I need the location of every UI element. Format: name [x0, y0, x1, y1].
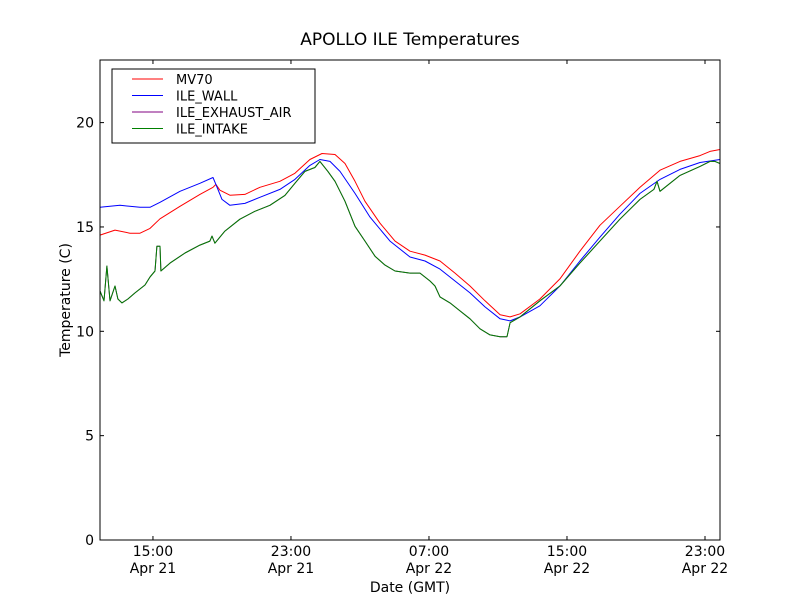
y-axis-label: Temperature (C) — [58, 243, 74, 358]
legend-label: ILE_WALL — [176, 90, 238, 105]
x-tick-label-time: 23:00 — [271, 544, 311, 560]
series-layer — [99, 149, 721, 338]
legend-label: MV70 — [176, 73, 213, 88]
legend-entry: ILE_INTAKE — [132, 123, 248, 138]
x-tick-label-date: Apr 21 — [130, 561, 176, 577]
x-tick-label-time: 07:00 — [409, 544, 449, 560]
legend-entry: ILE_WALL — [132, 90, 238, 105]
series-line-ile-intake — [99, 160, 721, 338]
chart-title: APOLLO ILE Temperatures — [300, 30, 520, 50]
legend-entry: MV70 — [132, 73, 213, 88]
legend-entry: ILE_EXHAUST_AIR — [132, 106, 292, 121]
series-line-ile-wall — [99, 159, 721, 322]
x-tick-label-time: 15:00 — [547, 544, 587, 560]
x-tick-label-date: Apr 21 — [268, 561, 314, 577]
y-tick-label: 0 — [85, 533, 94, 549]
legend-label: ILE_EXHAUST_AIR — [176, 106, 292, 121]
x-axis-label: Date (GMT) — [370, 580, 450, 596]
x-tick-label-time: 23:00 — [685, 544, 725, 560]
x-tick-label-date: Apr 22 — [544, 561, 590, 577]
legend-label: ILE_INTAKE — [176, 123, 248, 138]
y-tick-label: 5 — [85, 429, 94, 445]
x-tick-label-date: Apr 22 — [406, 561, 452, 577]
y-tick-label: 15 — [76, 220, 94, 236]
x-tick-label-date: Apr 22 — [682, 561, 728, 577]
axes-frame — [99, 59, 721, 541]
y-tick-label: 20 — [76, 116, 94, 132]
y-tick-label: 10 — [76, 324, 94, 340]
legend-box — [111, 68, 316, 144]
x-tick-label-time: 15:00 — [133, 544, 173, 560]
series-line-mv70 — [99, 149, 721, 318]
